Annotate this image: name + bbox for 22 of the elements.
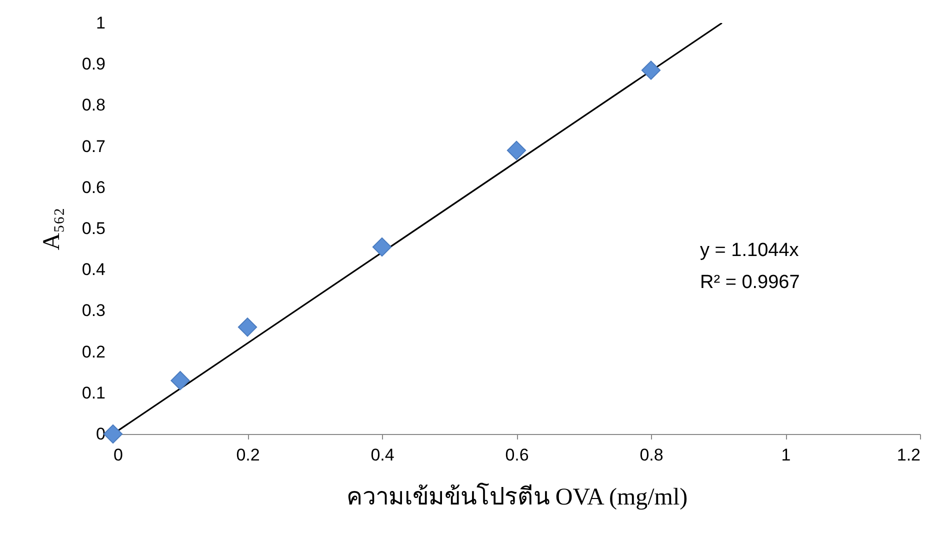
x-tick-label: 1 bbox=[781, 446, 791, 464]
y-tick-label: 0 bbox=[96, 424, 106, 444]
annotation: y = 1.1044x bbox=[700, 240, 800, 261]
y-tick-label: 0.4 bbox=[82, 260, 106, 280]
x-tick-label: 0.6 bbox=[505, 446, 529, 464]
x-tick-label: 1.2 bbox=[896, 446, 920, 464]
annotation: R² = 0.9967 bbox=[700, 272, 800, 293]
y-axis-title: A₅₆₂ bbox=[38, 208, 65, 250]
x-tick-label: 0 bbox=[114, 446, 123, 464]
y-tick-label: 0.6 bbox=[82, 178, 106, 197]
y-tick-label: 0.2 bbox=[82, 342, 106, 362]
x-tick-label: 0.2 bbox=[236, 446, 260, 464]
y-tick-label: 0.7 bbox=[82, 136, 106, 156]
x-axis-title: ความเข้มข้นโปรตีน OVA (mg/ml) bbox=[346, 482, 688, 510]
x-tick-label: 0.8 bbox=[640, 446, 664, 464]
y-tick-label: 0.5 bbox=[82, 219, 106, 238]
y-tick-label: 0.8 bbox=[82, 96, 106, 115]
y-tick-label: 0.9 bbox=[82, 54, 106, 74]
y-tick-label: 1 bbox=[96, 14, 106, 32]
x-tick-label: 0.4 bbox=[370, 446, 394, 464]
y-tick-label: 0.1 bbox=[82, 383, 106, 402]
y-tick-label: 0.3 bbox=[82, 301, 106, 320]
